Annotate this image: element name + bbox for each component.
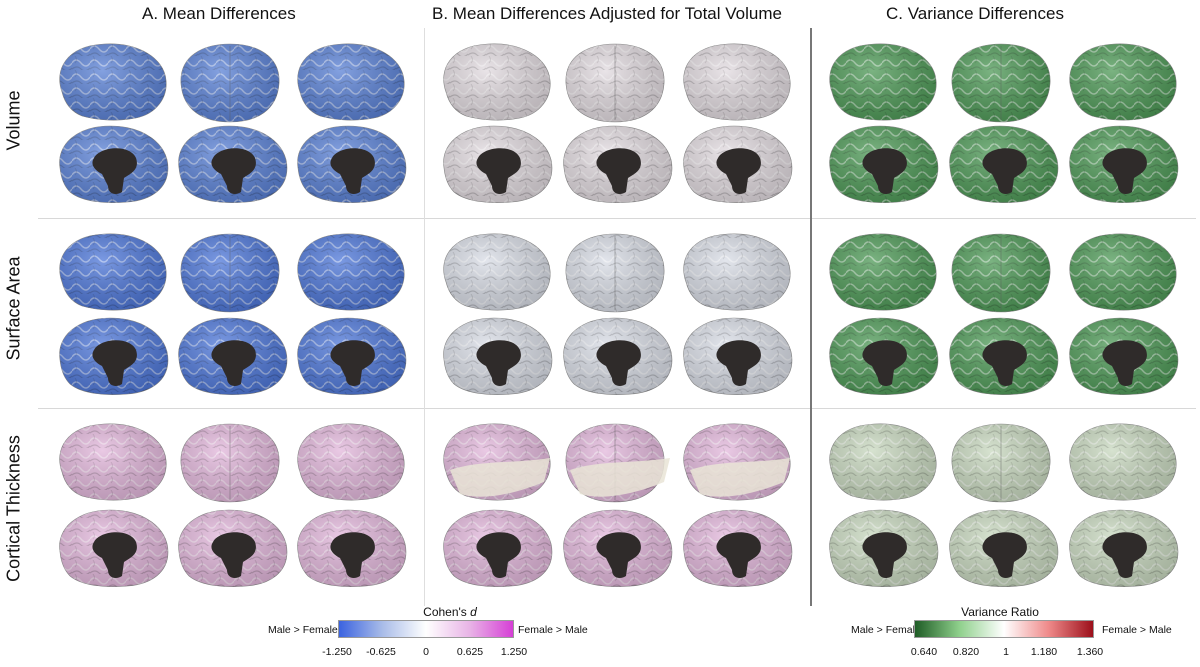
brain-shading xyxy=(443,43,551,121)
brainstem-region xyxy=(596,340,641,386)
brain-shading xyxy=(180,44,280,122)
brain-shading xyxy=(683,43,791,121)
brainstem-region xyxy=(862,340,907,386)
variance-title: Variance Ratio xyxy=(961,605,1039,619)
variance-tick: 1.360 xyxy=(1076,646,1104,658)
brainstem-region xyxy=(330,532,375,578)
cohens-d-title-variable: d xyxy=(470,605,477,619)
variance-tick: 1 xyxy=(1003,646,1009,658)
brain-shading xyxy=(829,233,937,311)
brainstem-region xyxy=(211,532,256,578)
brainstem-region xyxy=(330,340,375,386)
brain-temporal-region xyxy=(570,458,670,497)
cohens-d-left-label: Male > Female xyxy=(268,624,338,636)
brain-shading xyxy=(59,43,167,121)
cohens-d-tick: -0.625 xyxy=(366,646,396,658)
variance-tick: 1.180 xyxy=(1030,646,1058,658)
cohens-d-title-prefix: Cohen's xyxy=(423,605,467,619)
brain-shading xyxy=(683,233,791,311)
brain-temporal-region xyxy=(450,458,550,497)
brainstem-region xyxy=(862,532,907,578)
brainstem-region xyxy=(862,148,907,194)
brainstem-region xyxy=(716,148,761,194)
brain-shading xyxy=(297,233,405,311)
brain-shading xyxy=(951,44,1051,122)
brain-shading xyxy=(829,43,937,121)
variance-tick: 0.820 xyxy=(952,646,980,658)
cohens-d-tick: 0 xyxy=(423,646,429,658)
brainstem-region xyxy=(716,340,761,386)
brainstem-region xyxy=(982,148,1027,194)
brainstem-region xyxy=(92,340,137,386)
variance-tick: 0.640 xyxy=(910,646,938,658)
brain-shading xyxy=(951,424,1051,502)
brain-shading xyxy=(951,234,1051,312)
brain-shading xyxy=(180,424,280,502)
brainstem-region xyxy=(716,532,761,578)
column-title-mean-differences: A. Mean Differences xyxy=(142,4,296,23)
brain-shading xyxy=(297,423,405,501)
brainstem-region xyxy=(596,532,641,578)
column-title-adjusted-mean-differences: B. Mean Differences Adjusted for Total V… xyxy=(432,4,782,23)
column-title-variance-differences: C. Variance Differences xyxy=(886,4,1064,23)
brainstem-region xyxy=(92,532,137,578)
variance-right-label: Female > Male xyxy=(1102,624,1172,636)
brainstem-region xyxy=(211,340,256,386)
brainstem-region xyxy=(476,148,521,194)
brainstem-region xyxy=(476,532,521,578)
cohens-d-tick: -1.250 xyxy=(322,646,352,658)
brain-temporal-region xyxy=(690,458,790,497)
brain-shading xyxy=(1069,233,1177,311)
brainstem-region xyxy=(596,148,641,194)
brain-shading xyxy=(829,423,937,501)
brainstem-region xyxy=(330,148,375,194)
column-separator-bc xyxy=(810,28,812,606)
brainstem-region xyxy=(92,148,137,194)
variance-colorbar xyxy=(914,620,1094,638)
brain-shading xyxy=(443,233,551,311)
brainstem-region xyxy=(982,340,1027,386)
variance-left-label: Male > Female xyxy=(851,624,921,636)
brain-shading xyxy=(180,234,280,312)
column-separator-ab xyxy=(424,28,425,606)
brainstem-region xyxy=(1102,148,1147,194)
cohens-d-title: Cohen's d xyxy=(380,605,520,619)
cohens-d-tick: 0.625 xyxy=(456,646,484,658)
brainstem-region xyxy=(476,340,521,386)
cohens-d-colorbar xyxy=(338,620,514,638)
cohens-d-tick: 1.250 xyxy=(500,646,528,658)
row-separator-1 xyxy=(38,218,1196,219)
brain-shading xyxy=(297,43,405,121)
cohens-d-right-label: Female > Male xyxy=(518,624,588,636)
brain-shading xyxy=(565,234,665,312)
brain-shading xyxy=(59,233,167,311)
brainstem-region xyxy=(982,532,1027,578)
brain-shading xyxy=(565,44,665,122)
brainstem-region xyxy=(211,148,256,194)
brain-shading xyxy=(1069,423,1177,501)
brain-shading xyxy=(1069,43,1177,121)
brainstem-region xyxy=(1102,532,1147,578)
brainstem-region xyxy=(1102,340,1147,386)
row-separator-2 xyxy=(38,408,1196,409)
brain-shading xyxy=(59,423,167,501)
